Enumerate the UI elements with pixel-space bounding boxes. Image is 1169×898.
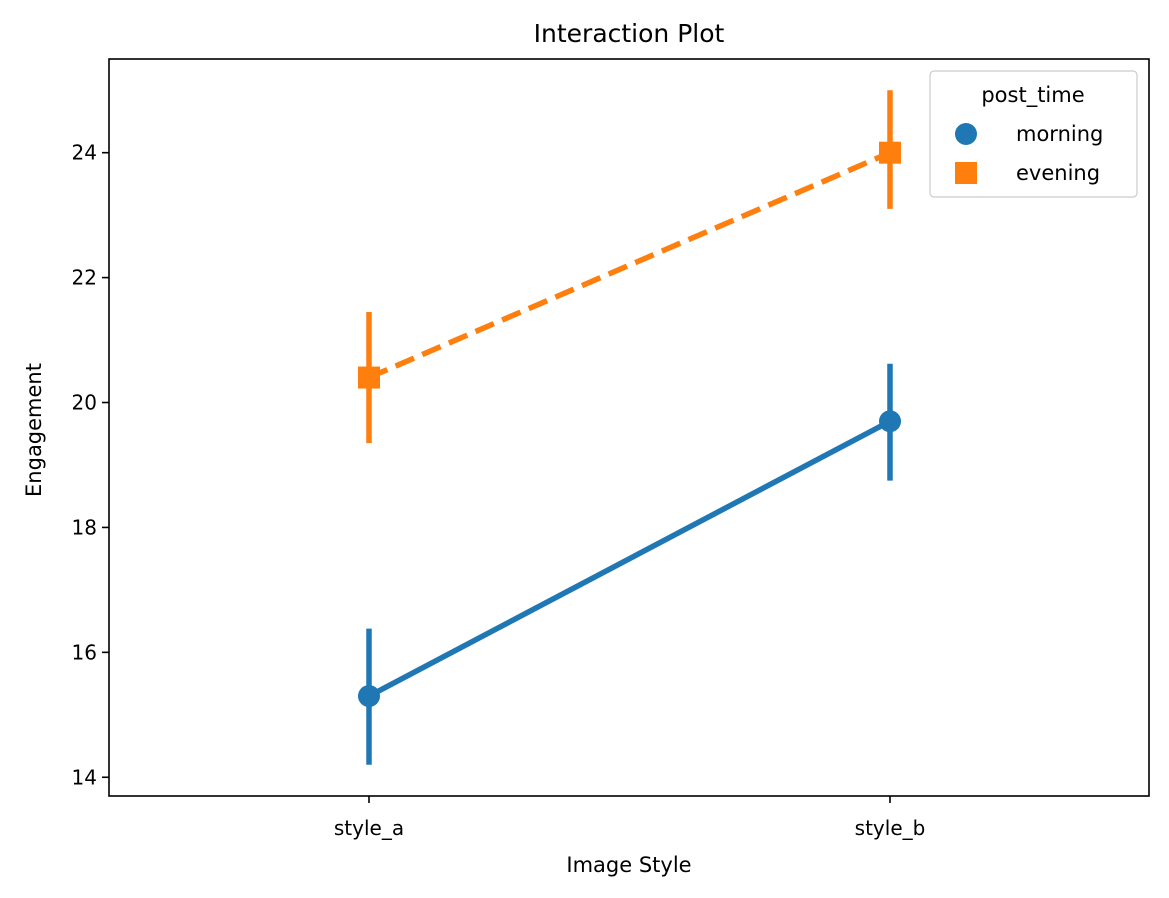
y-axis-label: Engagement <box>22 363 46 497</box>
series-line <box>367 150 892 381</box>
y-tick-label: 16 <box>72 640 97 664</box>
y-tick-label: 18 <box>72 515 97 539</box>
data-point <box>879 141 901 164</box>
x-axis-label: Image Style <box>566 853 691 877</box>
series-layer <box>358 90 901 765</box>
legend-title: post_time <box>981 83 1084 108</box>
x-axis: style_a style_b <box>334 796 925 840</box>
legend-label: evening <box>1016 161 1100 185</box>
y-tick-label: 22 <box>72 266 97 290</box>
legend-item-evening: evening <box>955 161 1100 185</box>
legend-marker <box>955 162 977 184</box>
data-point <box>879 410 901 433</box>
series-morning <box>358 363 901 765</box>
x-tick-label: style_b <box>855 816 926 840</box>
series-line <box>367 418 892 699</box>
y-tick-label: 14 <box>72 765 97 789</box>
legend: post_time morning evening <box>929 70 1138 198</box>
plot-area <box>108 58 1150 797</box>
data-point <box>358 366 380 389</box>
x-tick-label: style_a <box>334 816 404 840</box>
y-tick-label: 20 <box>72 391 97 415</box>
y-axis: 14 16 18 20 22 24 <box>72 141 109 789</box>
legend-item-morning: morning <box>955 122 1103 146</box>
chart-title: Interaction Plot <box>534 19 725 48</box>
legend-marker <box>955 123 977 145</box>
legend-label: morning <box>1016 122 1103 146</box>
series-evening <box>358 90 901 444</box>
y-tick-label: 24 <box>72 141 97 165</box>
legend-box <box>929 70 1138 198</box>
data-point <box>358 685 380 708</box>
